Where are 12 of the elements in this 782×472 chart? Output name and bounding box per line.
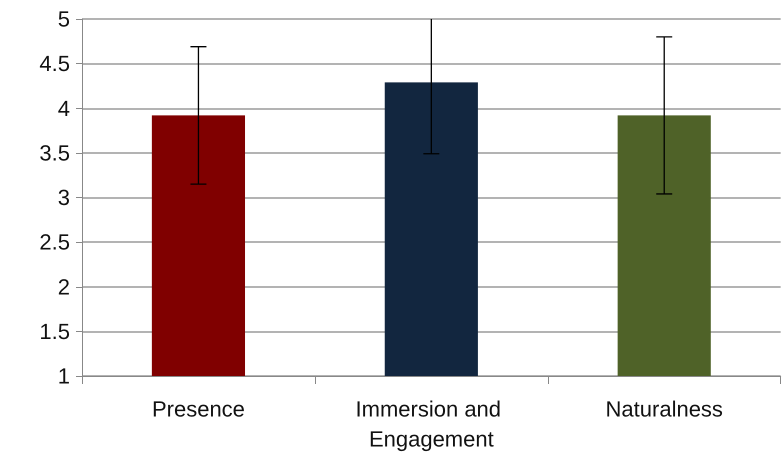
x-tick-label: Presence bbox=[152, 396, 245, 422]
x-tick-label: Immersion and Engagement bbox=[356, 396, 508, 452]
y-tick-label: 4 bbox=[58, 96, 70, 121]
y-tick-label: 1 bbox=[58, 364, 70, 388]
y-tick-label: 3 bbox=[58, 185, 70, 210]
y-tick-label: 2 bbox=[58, 274, 70, 300]
y-tick-label: 2.5 bbox=[39, 230, 70, 255]
y-tick-label: 1.5 bbox=[39, 318, 70, 344]
y-tick-label: 5 bbox=[58, 6, 70, 32]
y-tick-label: 4.5 bbox=[39, 51, 70, 76]
y-tick-label: 3.5 bbox=[39, 140, 70, 166]
x-tick-label: Naturalness bbox=[606, 396, 723, 422]
